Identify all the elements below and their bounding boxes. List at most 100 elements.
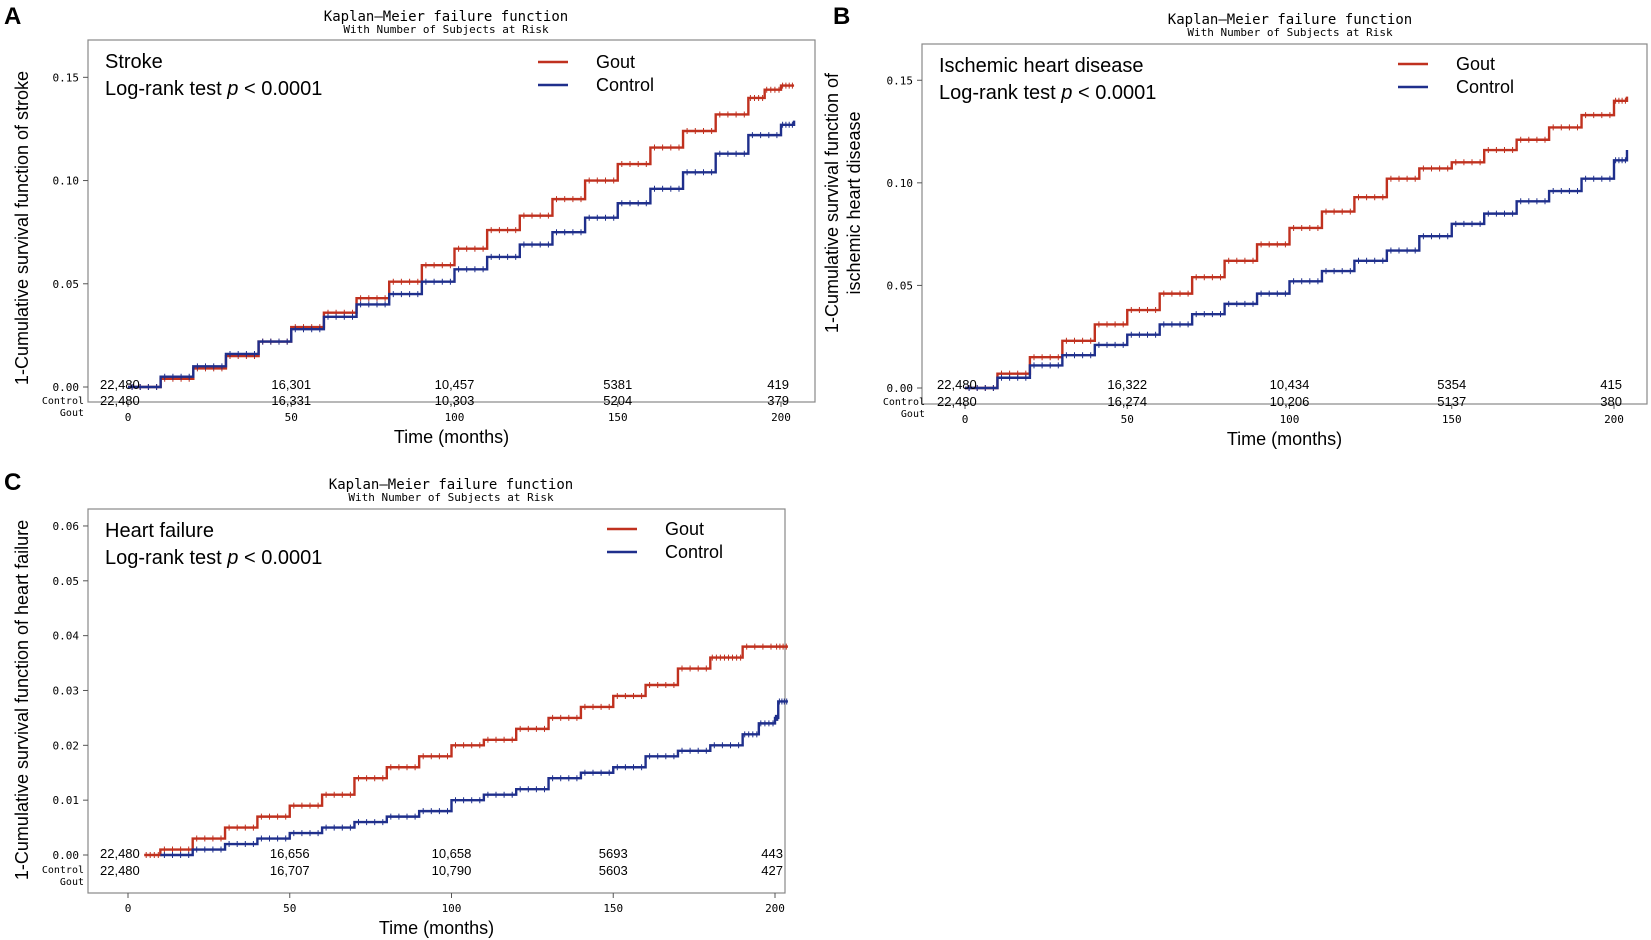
censor-marks-control: [968, 157, 1626, 391]
outcome-label: Ischemic heart disease: [939, 55, 1144, 77]
risk-control-value: 415: [1600, 377, 1622, 392]
risk-row-label-control: Control: [42, 396, 84, 407]
risk-gout-value: 10,206: [1270, 394, 1310, 409]
x-tick-label: 50: [1121, 413, 1134, 426]
x-tick-label: 100: [445, 411, 465, 424]
logrank-prefix: Log-rank test: [939, 82, 1061, 104]
risk-gout-value: 22,480: [100, 393, 140, 408]
risk-gout-value: 379: [767, 393, 789, 408]
logrank-prefix: Log-rank test: [105, 78, 227, 100]
y-tick-label: 0.00: [53, 381, 80, 394]
y-axis-label-line: 1-Cumulative survival function of: [822, 72, 842, 333]
risk-control-value: 22,480: [937, 377, 977, 392]
x-tick-label: 0: [125, 902, 132, 915]
y-tick-label: 0.05: [53, 575, 80, 588]
logrank-suffix: < 0.0001: [1072, 82, 1156, 104]
chart-subtitle: With Number of Subjects at Risk: [1187, 26, 1393, 39]
x-axis-label: Time (months): [379, 918, 494, 938]
logrank-label: Log-rank test p < 0.0001: [105, 547, 322, 569]
x-tick-label: 200: [771, 411, 791, 424]
y-tick-label: 0.01: [53, 794, 80, 807]
risk-control-value: 419: [767, 377, 789, 392]
legend-label-control: Control: [596, 75, 654, 95]
panel-letter-a: A: [4, 3, 21, 30]
risk-gout-value: 427: [761, 863, 783, 878]
y-tick-label: 0.04: [53, 630, 80, 643]
risk-gout-value: 22,480: [937, 394, 977, 409]
y-tick-label: 0.00: [887, 382, 914, 395]
risk-control-value: 5354: [1437, 377, 1466, 392]
series-line-control: [965, 150, 1629, 390]
x-tick-label: 50: [285, 411, 298, 424]
panel-a: A Kaplan—Meier failure function With Num…: [4, 3, 816, 447]
x-tick-label: 100: [1280, 413, 1300, 426]
y-axis-label: 1-Cumulative survival function of heart …: [12, 520, 32, 880]
logrank-suffix: < 0.0001: [238, 78, 322, 100]
risk-gout-value: 5603: [599, 863, 628, 878]
risk-control-value: 443: [761, 846, 783, 861]
y-tick-label: 0.02: [53, 739, 80, 752]
y-axis-label-line: 1-Cumulative survival function of stroke: [12, 71, 32, 385]
risk-gout-value: 5204: [603, 393, 632, 408]
risk-control-value: 5381: [603, 377, 632, 392]
logrank-p: p: [226, 547, 238, 569]
logrank-prefix: Log-rank test: [105, 547, 227, 569]
panel-letter-b: B: [833, 3, 850, 30]
risk-gout-value: 16,331: [271, 393, 311, 408]
outcome-label: Stroke: [105, 51, 163, 73]
risk-row-label-control: Control: [883, 397, 925, 408]
legend-label-gout: Gout: [1456, 54, 1495, 74]
risk-control-value: 22,480: [100, 377, 140, 392]
x-tick-label: 150: [603, 902, 623, 915]
chart-title: Kaplan—Meier failure function: [329, 477, 573, 493]
logrank-p: p: [1060, 82, 1072, 104]
risk-gout-value: 10,303: [435, 393, 475, 408]
y-tick-label: 0.10: [53, 175, 80, 188]
legend-label-control: Control: [665, 542, 723, 562]
logrank-suffix: < 0.0001: [238, 547, 322, 569]
risk-row-label-control: Control: [42, 865, 84, 876]
censor-marks-control: [131, 121, 793, 390]
risk-control-value: 10,434: [1270, 377, 1310, 392]
x-axis-label: Time (months): [1227, 429, 1342, 449]
logrank-p: p: [226, 78, 238, 100]
y-axis-label: 1-Cumulative survival function of stroke: [12, 71, 32, 385]
risk-row-label-gout: Gout: [60, 877, 84, 888]
y-tick-label: 0.05: [53, 278, 80, 291]
risk-control-value: 22,480: [100, 846, 140, 861]
risk-gout-value: 5137: [1437, 394, 1466, 409]
risk-gout-value: 22,480: [100, 863, 140, 878]
outcome-label: Heart failure: [105, 520, 214, 542]
panel-b: B Kaplan—Meier failure function With Num…: [822, 3, 1648, 449]
legend-label-control: Control: [1456, 77, 1514, 97]
risk-row-label-gout: Gout: [901, 409, 925, 420]
censor-marks-gout: [968, 97, 1626, 391]
y-tick-label: 0.10: [887, 177, 914, 190]
chart-title: Kaplan—Meier failure function: [324, 9, 568, 25]
y-axis-label-line: 1-Cumulative survival function of heart …: [12, 520, 32, 880]
censor-marks-control: [163, 698, 788, 858]
x-tick-label: 100: [442, 902, 462, 915]
risk-control-value: 16,322: [1107, 377, 1147, 392]
y-tick-label: 0.00: [53, 849, 80, 862]
risk-control-value: 16,656: [270, 846, 310, 861]
series-line-gout: [144, 645, 788, 857]
y-tick-label: 0.06: [53, 520, 80, 533]
censor-marks-gout: [145, 643, 787, 858]
plot-frame: [87, 39, 816, 403]
y-axis-label: 1-Cumulative survival function of ischemi…: [822, 72, 864, 333]
x-tick-label: 200: [765, 902, 785, 915]
panel-letter-c: C: [4, 469, 21, 496]
y-tick-label: 0.15: [887, 74, 914, 87]
censor-marks-gout: [131, 82, 793, 390]
y-tick-label: 0.05: [887, 279, 914, 292]
x-tick-label: 200: [1604, 413, 1624, 426]
series-line-gout: [128, 84, 795, 389]
x-tick-label: 150: [608, 411, 628, 424]
chart-subtitle: With Number of Subjects at Risk: [348, 491, 554, 504]
series-line-control: [160, 700, 788, 857]
risk-control-value: 16,301: [271, 377, 311, 392]
series-line-gout: [965, 96, 1629, 390]
x-axis-label: Time (months): [394, 427, 509, 447]
